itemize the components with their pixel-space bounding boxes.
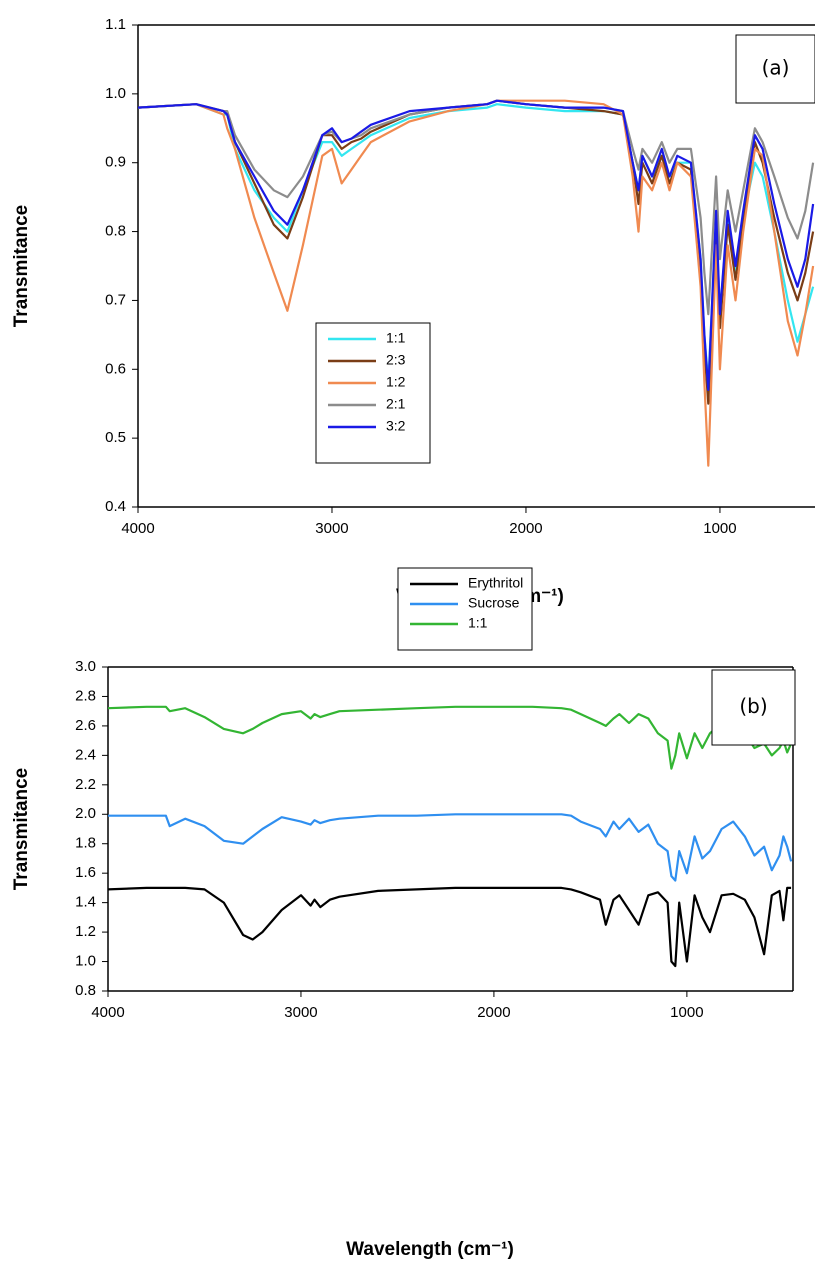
legend-label: 2:1 [386,396,406,412]
legend-label: 3:2 [386,418,406,434]
x-tick-label: 1000 [703,520,736,537]
x-tick-label: 2000 [477,1004,510,1021]
y-tick-label: 0.7 [105,291,126,308]
x-tick-label: 2000 [509,520,542,537]
y-tick-label: 2.2 [75,776,96,793]
legend-label: 2:3 [386,352,406,368]
y-tick-label: 0.4 [105,498,126,515]
annotation-box [735,34,815,104]
legend-box [315,322,431,464]
y-tick-label: 2.8 [75,687,96,704]
y-tick-label: 1.0 [105,85,126,102]
x-tick-label: 1000 [670,1004,703,1021]
legend-label: Sucrose [468,595,520,611]
series-line [108,886,792,968]
series-line [138,99,815,391]
annotation: (b) [739,694,767,718]
legend-label: 1:1 [386,330,406,346]
y-tick-label: 1.0 [75,953,96,970]
y-tick-label: 2.6 [75,717,96,734]
y-tick-label: 1.8 [75,835,96,852]
legend-box [397,567,533,651]
x-tick-label: 3000 [284,1004,317,1021]
y-tick-label: 1.6 [75,864,96,881]
y-tick-label: 0.6 [105,360,126,377]
series-line [138,99,815,316]
series-line [138,99,815,467]
annotation: (a) [762,56,790,80]
y-axis-label: Transmitance [11,205,32,328]
y-tick-label: 2.0 [75,805,96,822]
legend-label: 1:1 [468,615,488,631]
x-tick-label: 4000 [91,1004,124,1021]
y-tick-label: 3.0 [75,658,96,675]
y-tick-label: 1.1 [105,16,126,33]
annotation-box [711,669,796,746]
y-tick-label: 0.5 [105,429,126,446]
series-line [108,813,793,882]
x-tick-label: 3000 [315,520,348,537]
y-tick-label: 2.4 [75,746,96,763]
y-tick-label: 1.2 [75,923,96,940]
legend-label: Erythritol [468,575,523,591]
y-tick-label: 0.8 [75,982,96,999]
y-tick-label: 0.9 [105,154,126,171]
x-axis-label: Wavelength (cm⁻¹) [346,1239,514,1260]
y-axis-label: Transmitance [11,768,32,891]
y-tick-label: 1.4 [75,894,96,911]
y-tick-label: 0.8 [105,223,126,240]
series-line [108,705,793,770]
x-tick-label: 4000 [121,520,154,537]
legend-label: 1:2 [386,374,406,390]
